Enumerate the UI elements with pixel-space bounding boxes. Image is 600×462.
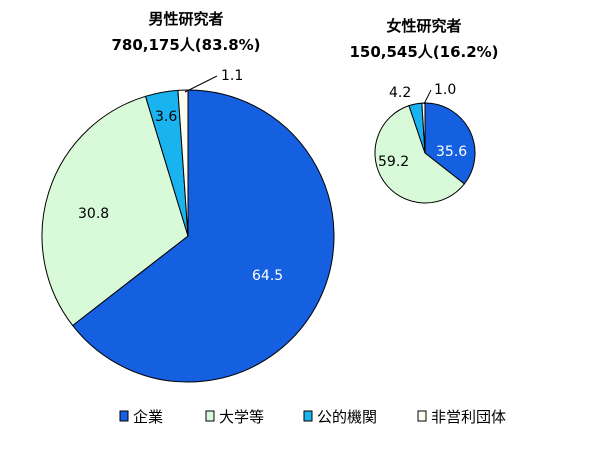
- male-slice-company: [71, 89, 335, 383]
- female-chart-subtitle: 150,545人(16.2%): [349, 43, 498, 61]
- male-label-company: 64.5: [252, 268, 283, 284]
- female-leader-line-nonprofit: [423, 89, 432, 105]
- legend-swatch-university: [205, 410, 215, 422]
- male-label-public: 3.6: [155, 109, 177, 125]
- legend-item-nonprofit: 非営利団体: [417, 408, 506, 426]
- male-chart-title: 男性研究者: [148, 10, 223, 28]
- female-slice-university: [374, 105, 466, 204]
- legend-label-public: 公的機関: [317, 408, 377, 426]
- legend-swatch-public: [303, 410, 313, 422]
- legend-item-university: 大学等: [205, 408, 264, 426]
- female-label-company: 35.6: [436, 144, 467, 160]
- legend: 企業 大学等 公的機関 非営利団体: [119, 408, 506, 426]
- legend-item-company: 企業: [119, 408, 163, 426]
- female-pie: [374, 102, 476, 204]
- female-slice-company: [424, 102, 476, 185]
- male-leader-line-nonprofit: [184, 75, 218, 93]
- male-slice-university: [41, 95, 189, 327]
- male-pie: [41, 89, 335, 383]
- legend-label-nonprofit: 非営利団体: [431, 408, 506, 426]
- female-chart-title: 女性研究者: [386, 17, 461, 35]
- female-label-university: 59.2: [378, 154, 409, 170]
- male-label-university: 30.8: [78, 206, 109, 222]
- female-label-nonprofit: 1.0: [434, 82, 456, 98]
- legend-label-university: 大学等: [219, 408, 264, 426]
- male-label-nonprofit: 1.1: [221, 68, 243, 84]
- male-chart-subtitle: 780,175人(83.8%): [111, 36, 260, 54]
- legend-label-company: 企業: [133, 408, 163, 426]
- legend-swatch-nonprofit: [417, 410, 427, 422]
- female-label-public: 4.2: [389, 85, 411, 101]
- legend-swatch-company: [119, 410, 129, 422]
- legend-item-public: 公的機関: [303, 408, 377, 426]
